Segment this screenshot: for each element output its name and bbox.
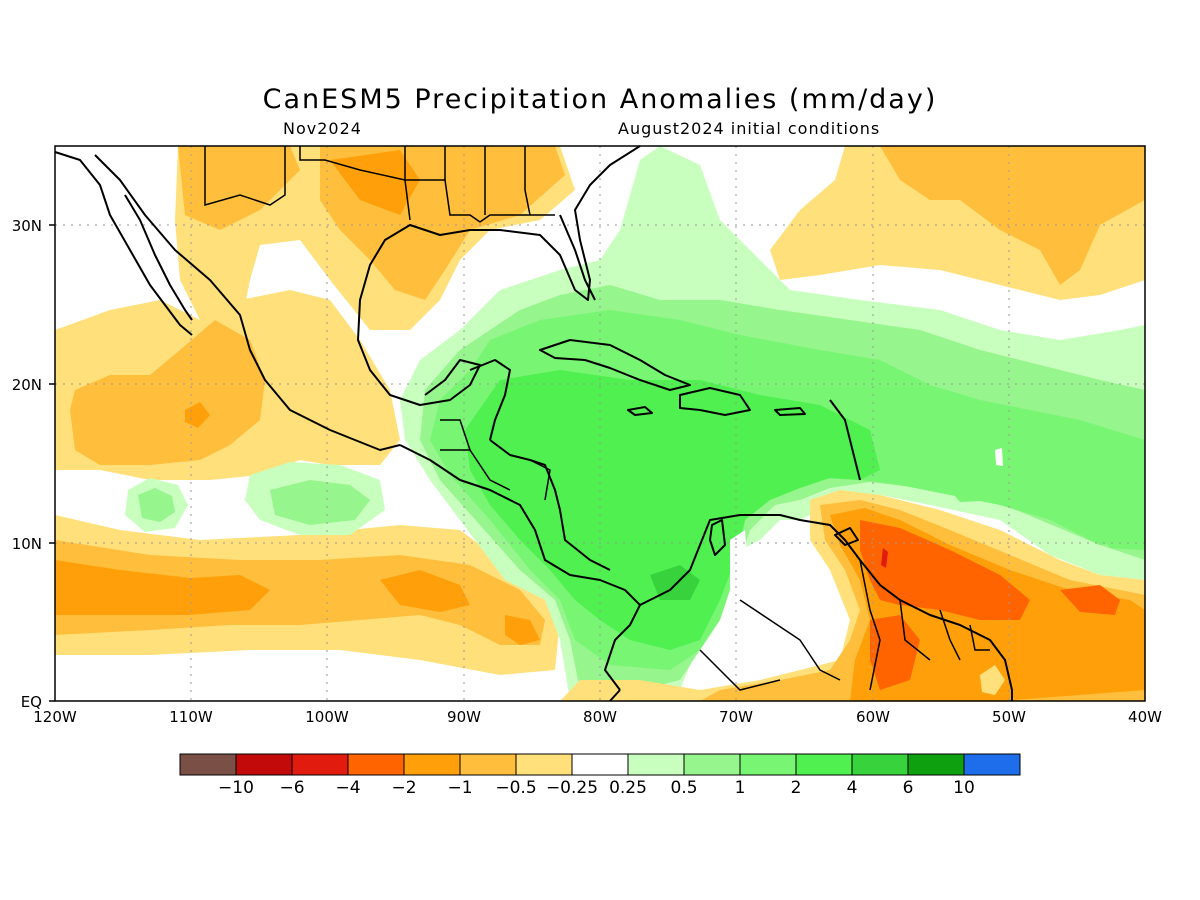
colorbar-swatch — [627, 753, 685, 776]
colorbar-swatch — [571, 753, 629, 776]
anomaly-region-pacific-green-west — [138, 488, 175, 522]
anomaly-region-mexico-orange — [70, 320, 265, 465]
colorbar-label: 0.5 — [670, 778, 697, 798]
anomaly-region-itcz-core-east — [380, 570, 470, 612]
lat-axis-labels: 30N 20N 10N EQ — [12, 217, 42, 711]
lon-label-90w: 90W — [447, 708, 481, 726]
colorbar-label: 1 — [735, 778, 746, 798]
anomaly-region-itcz-orange — [55, 540, 545, 645]
colorbar-swatch — [347, 753, 405, 776]
lat-label-eq: EQ — [21, 693, 42, 711]
lon-axis-labels: 120W 110W 100W 90W 80W 70W 60W 50W 40W — [33, 708, 1162, 726]
colorbar-label: −10 — [218, 778, 254, 798]
anomaly-region-us-orange — [178, 146, 300, 230]
anomaly-region-atlantic-orange — [880, 146, 1145, 285]
colorbar-swatch — [515, 753, 573, 776]
colorbar-swatch — [851, 753, 909, 776]
colorbar-swatch — [683, 753, 741, 776]
lon-label-110w: 110W — [169, 708, 213, 726]
colorbar-labels: −10 −6 −4 −2 −1 −0.5 −0.25 0.25 0.5 1 2 4 6 10 — [218, 778, 975, 798]
anomaly-region-guianas-red — [881, 548, 888, 568]
colorbar-swatch — [459, 753, 517, 776]
anomaly-region-atlantic-green-patch2 — [1095, 520, 1145, 550]
lon-label-40w: 40W — [1128, 708, 1162, 726]
anomaly-region-atlantic-green-patch — [950, 488, 1000, 502]
lat-label-30n: 30N — [12, 217, 42, 235]
lon-label-100w: 100W — [305, 708, 349, 726]
colorbar-label: −2 — [391, 778, 416, 798]
colorbar-swatch — [963, 753, 1021, 776]
colorbar-swatch — [403, 753, 461, 776]
map-title: CanESM5 Precipitation Anomalies (mm/day) — [262, 84, 938, 115]
colorbar-label: 6 — [903, 778, 914, 798]
anomaly-region-guianas-core — [860, 520, 1030, 620]
colorbar-label: −1 — [447, 778, 472, 798]
colorbar-label: −0.25 — [546, 778, 598, 798]
anomaly-region-itcz-core-east2 — [505, 615, 540, 645]
colorbar — [179, 753, 1021, 776]
colorbar-swatch — [291, 753, 349, 776]
anomaly-region-amazon-light-patch — [980, 665, 1005, 695]
lon-label-80w: 80W — [583, 708, 617, 726]
map-frame — [54, 145, 1146, 702]
anomaly-region-texas-orange-core — [330, 150, 420, 215]
colorbar-label: −6 — [279, 778, 304, 798]
coastlines — [54, 145, 1013, 702]
anomaly-region-mexico-core — [185, 402, 210, 428]
lat-label-10n: 10N — [12, 535, 42, 553]
anomaly-field — [55, 146, 1145, 701]
anomaly-region-itcz-core — [55, 560, 270, 615]
anomaly-region-caribbean-core — [465, 370, 880, 650]
anomaly-region-pacific-green — [270, 480, 370, 525]
anomaly-region-guianas-core2 — [870, 615, 920, 690]
colorbar-swatch — [235, 753, 293, 776]
lon-label-70w: 70W — [719, 708, 753, 726]
colorbar-swatch — [739, 753, 797, 776]
colorbar-label: −0.5 — [495, 778, 536, 798]
colorbar-swatch — [179, 753, 237, 776]
lat-label-20n: 20N — [12, 376, 42, 394]
colorbar-label: 4 — [847, 778, 858, 798]
colorbar-label: 2 — [791, 778, 802, 798]
lon-label-120w: 120W — [33, 708, 77, 726]
anomaly-region-guianas-core3 — [1060, 585, 1120, 615]
colorbar-swatch — [907, 753, 965, 776]
initial-conditions-label: August2024 initial conditions — [618, 119, 881, 138]
graticule — [55, 146, 1145, 701]
colorbar-label: −4 — [335, 778, 360, 798]
colorbar-swatch — [795, 753, 853, 776]
political-borders — [204, 146, 990, 691]
colorbar-label: 10 — [953, 778, 975, 798]
anomaly-region-venezuela-white — [730, 530, 750, 620]
lon-label-60w: 60W — [856, 708, 890, 726]
lon-label-50w: 50W — [992, 708, 1026, 726]
anomaly-region-caribbean-white-patch — [995, 448, 1003, 466]
axis-ticks — [49, 224, 55, 702]
colorbar-label: 0.25 — [609, 778, 647, 798]
valid-month-label: Nov2024 — [283, 119, 362, 138]
